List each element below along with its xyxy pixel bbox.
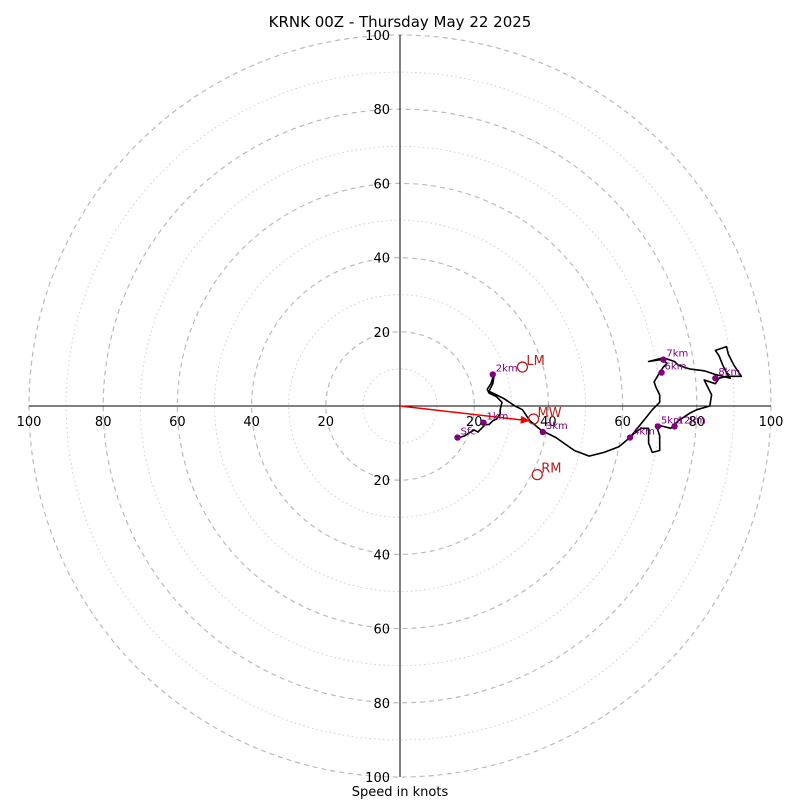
storm-motion-label: MW	[538, 406, 562, 421]
x-tick-label: 60	[614, 415, 631, 430]
height-marker-label: 2km	[496, 363, 518, 374]
height-marker-label: 12km	[678, 415, 706, 426]
height-marker-label: Sfc	[461, 427, 476, 438]
storm-motion-label: LM	[526, 354, 544, 369]
height-marker-label: 6km	[665, 362, 687, 373]
height-marker-dot	[654, 423, 662, 430]
storm-motion-marker	[516, 361, 529, 373]
storm-motion-marker	[531, 468, 543, 481]
height-markers: Sfc 1km 2km 3km 4km 5km 6km 7km 8km 12km	[454, 349, 740, 441]
height-marker-label: 1km	[486, 412, 508, 423]
storm-motion-marker	[527, 413, 540, 425]
height-marker-dot	[454, 434, 461, 441]
height-marker-dot	[660, 356, 667, 363]
storm-motion-markers: LM MW RM	[516, 354, 562, 481]
height-marker-label: 3km	[546, 421, 568, 432]
y-tick-label: 40	[373, 548, 390, 563]
shear-vector-line	[399, 405, 530, 422]
height-marker-dot	[480, 419, 487, 426]
chart-title: KRNK 00Z - Thursday May 22 2025	[269, 13, 532, 31]
x-tick-label: 60	[169, 415, 186, 430]
x-tick-label: 20	[466, 415, 483, 430]
x-tick-label: 40	[540, 415, 557, 430]
height-marker-dot	[712, 374, 719, 382]
height-marker-dot	[671, 423, 678, 430]
y-tick-label: 20	[373, 474, 390, 489]
y-tick-label: 40	[373, 252, 390, 267]
x-tick-label: 100	[17, 415, 42, 430]
x-tick-label: 100	[759, 415, 784, 430]
height-marker-dot	[489, 371, 496, 378]
x-axis-label: Speed in knots	[352, 785, 449, 800]
shear-vector	[399, 405, 530, 424]
height-marker-label: 4km	[633, 427, 655, 438]
height-marker-label: 5km	[661, 415, 683, 426]
y-tick-label: 80	[373, 697, 390, 712]
y-tick-label: 100	[365, 29, 390, 44]
height-marker-label: 7km	[666, 349, 688, 360]
x-tick-label: 20	[318, 415, 335, 430]
height-marker-label: 8km	[718, 367, 740, 378]
y-tick-label: 20	[373, 326, 390, 341]
y-tick-label: 60	[373, 177, 390, 192]
x-tick-label: 80	[689, 415, 706, 430]
y-tick-label: 100	[365, 771, 390, 786]
x-tick-label: 80	[95, 415, 112, 430]
shear-vector-arrowhead	[520, 415, 530, 424]
storm-motion-label: RM	[541, 462, 561, 477]
height-marker-dot	[658, 369, 665, 376]
y-tick-label: 80	[373, 103, 390, 118]
tick-labels: 100 80 60 40 20 20 40 60 80 100 100 80 60 40 20 20 40 60 8…	[17, 29, 784, 786]
x-tick-label: 40	[243, 415, 260, 430]
height-marker-dot	[539, 428, 547, 436]
y-tick-label: 60	[373, 623, 390, 638]
height-marker-dot	[626, 434, 634, 441]
